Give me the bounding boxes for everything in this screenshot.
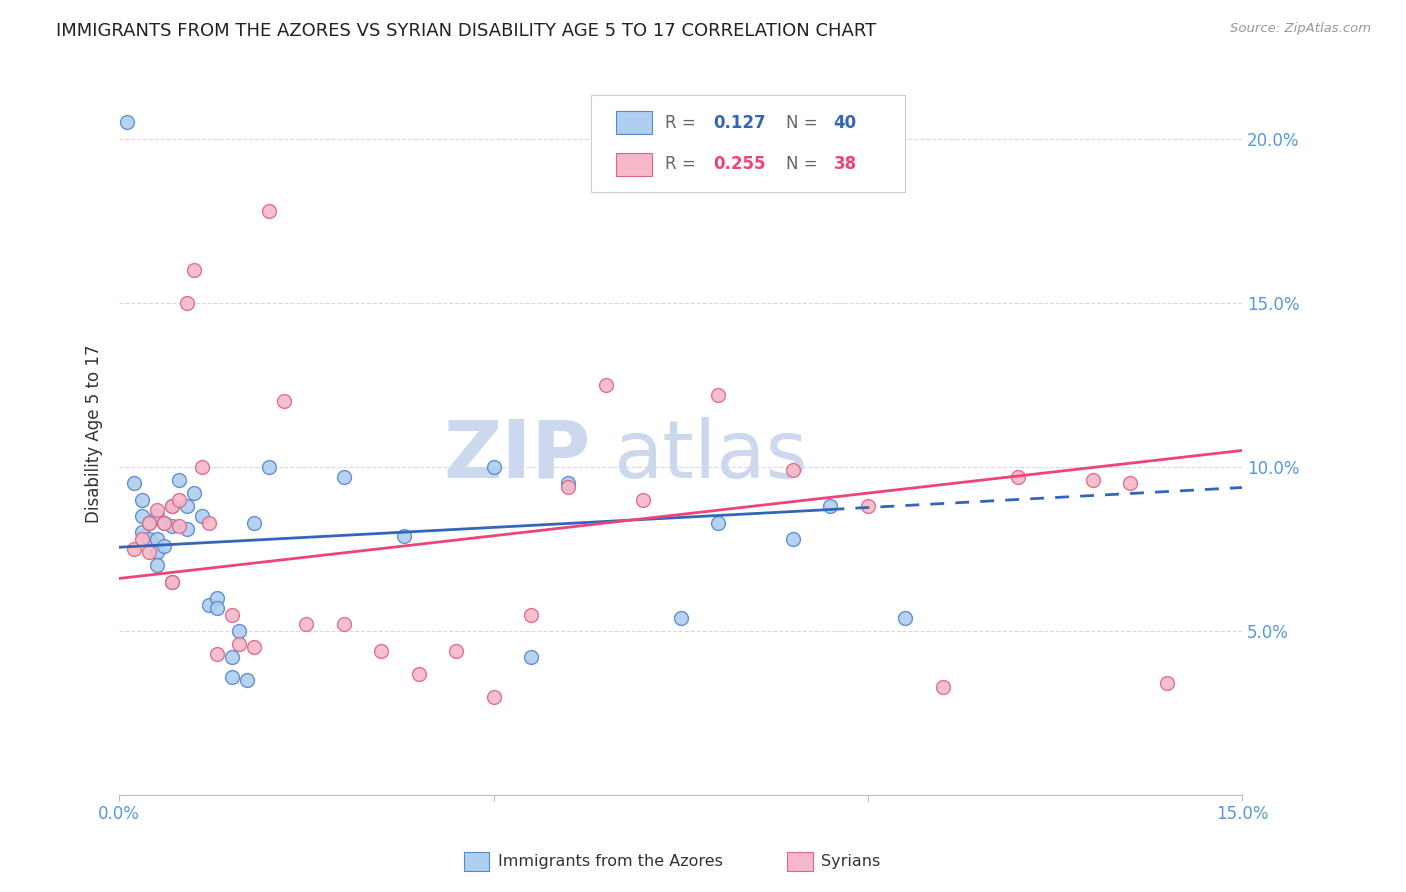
Point: [333, 617, 356, 632]
Point: [183, 263, 205, 277]
Point: [557, 476, 579, 491]
Point: [167, 519, 190, 533]
Point: [228, 637, 250, 651]
Point: [1007, 469, 1029, 483]
Point: [198, 516, 221, 530]
Point: [176, 295, 198, 310]
Text: 0.255: 0.255: [713, 155, 766, 173]
Point: [392, 529, 415, 543]
Point: [482, 690, 505, 704]
Text: R =: R =: [665, 113, 702, 132]
Point: [160, 519, 183, 533]
Point: [520, 607, 543, 622]
Point: [295, 617, 318, 632]
Point: [160, 574, 183, 589]
Point: [243, 640, 266, 655]
Point: [856, 500, 879, 514]
Point: [1156, 676, 1178, 690]
Point: [408, 666, 430, 681]
Point: [595, 377, 617, 392]
Point: [160, 574, 183, 589]
Point: [138, 532, 160, 546]
Text: 0.127: 0.127: [713, 113, 766, 132]
Point: [707, 516, 730, 530]
Point: [138, 545, 160, 559]
Point: [221, 650, 243, 665]
Text: R =: R =: [665, 155, 702, 173]
Point: [669, 611, 692, 625]
Point: [160, 500, 183, 514]
Point: [205, 601, 228, 615]
Point: [257, 459, 280, 474]
Point: [160, 500, 183, 514]
Point: [520, 650, 543, 665]
FancyBboxPatch shape: [616, 112, 651, 134]
Point: [633, 492, 655, 507]
Point: [131, 525, 153, 540]
Point: [115, 115, 138, 129]
Point: [221, 670, 243, 684]
Point: [894, 611, 917, 625]
Point: [145, 502, 167, 516]
Point: [235, 673, 257, 688]
Point: [444, 643, 467, 657]
Point: [153, 516, 176, 530]
Text: N =: N =: [786, 113, 823, 132]
Point: [190, 509, 212, 524]
Point: [205, 591, 228, 606]
Point: [145, 509, 167, 524]
Text: Source: ZipAtlas.com: Source: ZipAtlas.com: [1230, 22, 1371, 36]
FancyBboxPatch shape: [616, 153, 651, 176]
Point: [333, 469, 356, 483]
Text: N =: N =: [786, 155, 823, 173]
Point: [273, 394, 295, 409]
Point: [221, 607, 243, 622]
Point: [138, 516, 160, 530]
FancyBboxPatch shape: [591, 95, 905, 192]
Point: [932, 680, 955, 694]
Point: [145, 545, 167, 559]
Point: [557, 479, 579, 493]
Point: [482, 459, 505, 474]
Y-axis label: Disability Age 5 to 17: Disability Age 5 to 17: [86, 345, 103, 524]
Point: [138, 516, 160, 530]
Text: ZIP: ZIP: [444, 417, 591, 495]
Point: [131, 509, 153, 524]
Point: [198, 598, 221, 612]
Point: [176, 522, 198, 536]
Text: Immigrants from the Azores: Immigrants from the Azores: [498, 855, 723, 869]
Point: [707, 387, 730, 401]
Point: [1081, 473, 1104, 487]
Point: [167, 492, 190, 507]
Point: [153, 539, 176, 553]
Point: [228, 624, 250, 638]
Text: 40: 40: [834, 113, 856, 132]
Point: [243, 516, 266, 530]
Point: [167, 473, 190, 487]
Point: [131, 532, 153, 546]
Text: IMMIGRANTS FROM THE AZORES VS SYRIAN DISABILITY AGE 5 TO 17 CORRELATION CHART: IMMIGRANTS FROM THE AZORES VS SYRIAN DIS…: [56, 22, 876, 40]
Point: [370, 643, 392, 657]
Point: [1119, 476, 1142, 491]
Text: 38: 38: [834, 155, 856, 173]
Point: [782, 463, 804, 477]
Point: [145, 558, 167, 573]
Point: [257, 203, 280, 218]
Point: [190, 459, 212, 474]
Point: [131, 492, 153, 507]
Text: atlas: atlas: [613, 417, 808, 495]
Point: [122, 541, 145, 556]
Point: [122, 476, 145, 491]
Text: Syrians: Syrians: [821, 855, 880, 869]
Point: [205, 647, 228, 661]
Point: [782, 532, 804, 546]
Point: [183, 486, 205, 500]
Point: [176, 500, 198, 514]
Point: [145, 532, 167, 546]
Point: [153, 516, 176, 530]
Point: [820, 500, 842, 514]
